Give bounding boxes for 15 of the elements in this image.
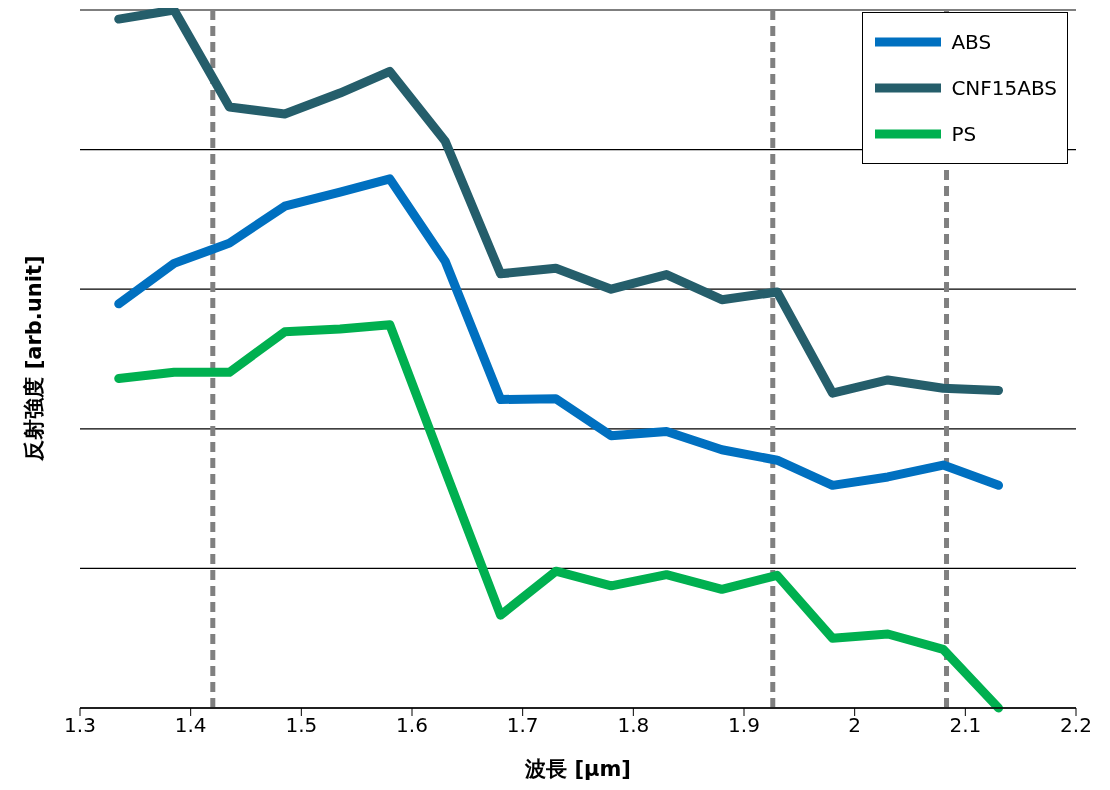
legend-label: ABS	[951, 30, 992, 54]
x-tick-label: 1.7	[506, 713, 539, 738]
x-tick-label: 1.4	[174, 713, 207, 738]
x-tick-label: 1.8	[617, 713, 650, 738]
x-tick-label: 1.9	[728, 713, 760, 738]
x-tick-label: 2.2	[1060, 713, 1092, 738]
x-tick-label: 1.6	[396, 713, 428, 738]
legend-label: CNF15ABS	[951, 76, 1057, 100]
y-axis-title: 反射強度 [arb.unit]	[21, 255, 47, 461]
x-axis-title: 波長 [μm]	[524, 757, 631, 781]
x-tick-label: 2.1	[949, 713, 982, 738]
x-tick-label: 1.3	[64, 713, 96, 738]
x-tick-label: 1.5	[285, 713, 318, 738]
legend-label: PS	[951, 122, 977, 146]
x-tick-label: 2	[848, 713, 862, 738]
